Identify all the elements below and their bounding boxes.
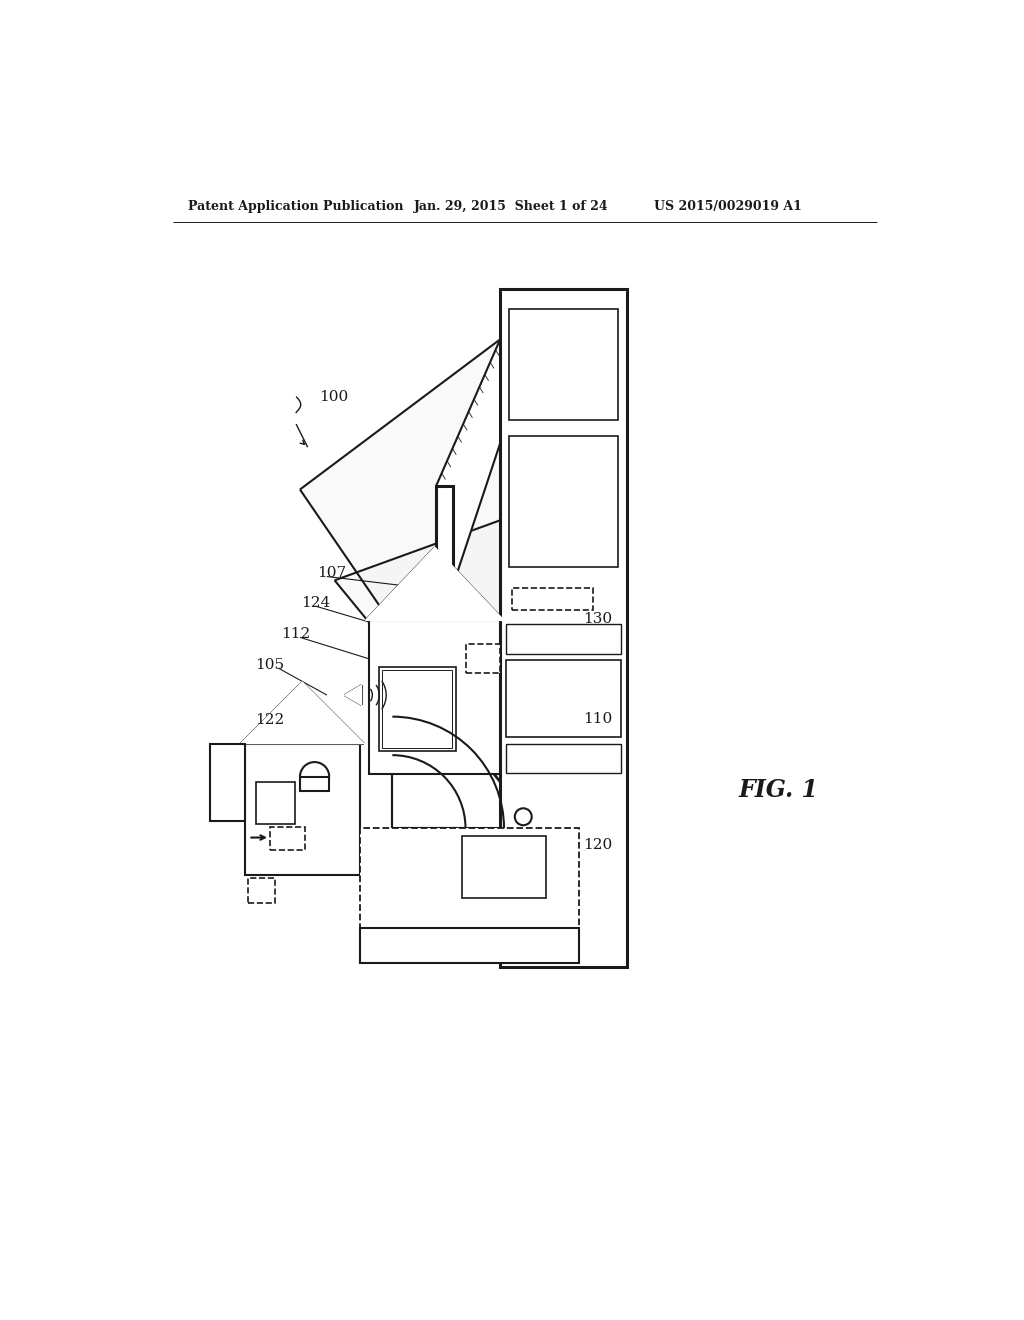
Bar: [256, 781, 295, 825]
Text: 120: 120: [584, 838, 612, 853]
Bar: [249, 878, 275, 903]
Text: Patent Application Publication: Patent Application Publication: [188, 199, 403, 213]
Text: 112: 112: [281, 627, 310, 642]
Bar: [382, 669, 453, 748]
Bar: [379, 667, 456, 751]
Bar: [462, 836, 547, 898]
Text: 130: 130: [584, 612, 612, 626]
Text: FIG. 1: FIG. 1: [739, 777, 819, 801]
Text: 107: 107: [316, 566, 346, 579]
Text: US 2015/0029019 A1: US 2015/0029019 A1: [654, 199, 802, 213]
Bar: [466, 644, 500, 673]
Bar: [509, 309, 617, 420]
Bar: [360, 829, 580, 956]
Polygon shape: [345, 685, 361, 705]
Bar: [506, 624, 621, 653]
Text: 110: 110: [584, 711, 612, 726]
Bar: [270, 826, 304, 850]
Bar: [506, 743, 621, 774]
Text: 105: 105: [255, 659, 285, 672]
Bar: [436, 486, 454, 636]
Bar: [512, 589, 593, 610]
Polygon shape: [300, 339, 500, 781]
Bar: [506, 660, 621, 738]
Bar: [245, 743, 360, 875]
Polygon shape: [241, 682, 364, 743]
Bar: [360, 928, 580, 964]
Polygon shape: [366, 548, 504, 620]
Text: Jan. 29, 2015  Sheet 1 of 24: Jan. 29, 2015 Sheet 1 of 24: [414, 199, 608, 213]
Bar: [300, 776, 330, 792]
Polygon shape: [335, 520, 500, 781]
Text: 122: 122: [255, 714, 285, 727]
Bar: [370, 620, 500, 775]
Bar: [500, 289, 628, 966]
Text: 100: 100: [319, 391, 348, 404]
Bar: [509, 436, 617, 566]
Bar: [210, 743, 245, 821]
Polygon shape: [436, 339, 500, 636]
Text: 124: 124: [301, 597, 331, 610]
